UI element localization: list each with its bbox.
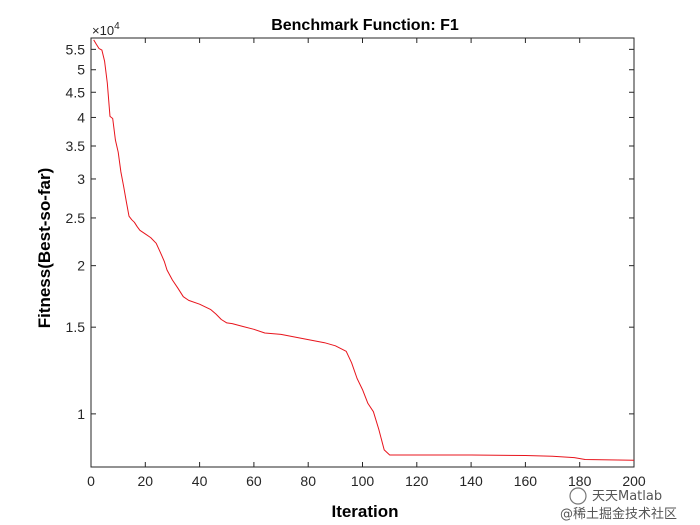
x-axis-label: Iteration <box>331 502 398 521</box>
x-tick-label: 200 <box>622 473 646 489</box>
y-tick-label: 1 <box>77 406 85 422</box>
x-tick-label: 20 <box>138 473 154 489</box>
y-tick-label: 4.5 <box>66 84 86 100</box>
y-tick-label: 2.5 <box>66 210 86 226</box>
watermark-line1: 天天Matlab <box>592 489 662 504</box>
y-axis-exponent-base: ×10 <box>92 23 114 38</box>
x-tick-label: 80 <box>300 473 316 489</box>
plot-area: 0 20 40 60 80 100 120 140 160 180 200 1 1.5 2 2.5 3 3.5… <box>66 37 646 489</box>
series-line <box>93 39 635 461</box>
series-layer <box>93 39 635 461</box>
x-tick-label: 40 <box>192 473 208 489</box>
chart-title: Benchmark Function: F1 <box>271 17 459 34</box>
chat-bubble-icon <box>569 487 587 505</box>
y-tick-label: 4 <box>77 109 85 125</box>
x-tick-label: 120 <box>405 473 429 489</box>
y-tick-label: 5 <box>77 62 85 78</box>
x-tick-label: 180 <box>568 473 592 489</box>
watermark-line2: @稀土掘金技术社区 <box>560 506 677 522</box>
x-tick-label: 100 <box>351 473 375 489</box>
y-tick-label: 5.5 <box>66 41 86 57</box>
axes-box <box>90 37 635 468</box>
y-axis-label: Fitness(Best-so-far) <box>35 168 54 329</box>
y-axis-exponent: ×104 <box>92 21 120 38</box>
x-tick-label: 160 <box>514 473 538 489</box>
y-axis-ticks: 1 1.5 2 2.5 3 3.5 4 4.5 5 5.5 <box>66 41 634 422</box>
y-tick-label: 1.5 <box>66 319 86 335</box>
x-axis-ticks: 0 20 40 60 80 100 120 140 160 180 200 <box>87 38 646 489</box>
watermark: 天天Matlab @稀土掘金技术社区 <box>560 487 677 522</box>
y-tick-label: 3 <box>77 171 85 187</box>
y-tick-label: 3.5 <box>66 138 86 154</box>
y-tick-label: 2 <box>77 258 85 274</box>
x-tick-label: 0 <box>87 473 95 489</box>
x-tick-label: 140 <box>459 473 483 489</box>
x-tick-label: 60 <box>246 473 262 489</box>
y-axis-exponent-power: 4 <box>114 21 120 32</box>
